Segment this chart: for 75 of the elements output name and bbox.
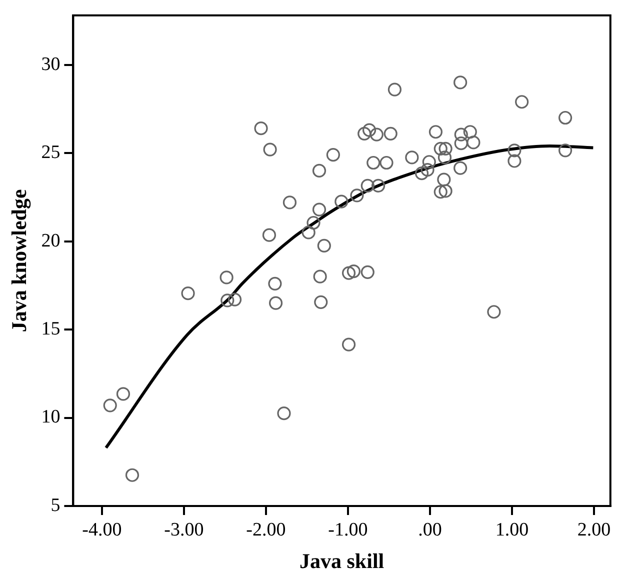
point [454, 128, 468, 142]
point [420, 163, 434, 177]
x-tick-label: -4.00 [82, 519, 122, 540]
x-tick-label: .00 [418, 519, 442, 540]
point [228, 292, 242, 306]
point [263, 142, 277, 156]
point [438, 184, 452, 198]
point [350, 188, 364, 202]
point [558, 110, 572, 125]
y-tick-label: 30 [41, 54, 60, 75]
y-tick-label: 15 [41, 318, 60, 340]
point [371, 178, 386, 192]
point [422, 155, 436, 169]
point [366, 156, 380, 170]
point [302, 226, 316, 240]
point [220, 270, 234, 284]
point [370, 128, 384, 142]
point [515, 95, 529, 109]
point [116, 387, 130, 401]
point [428, 125, 443, 139]
point [463, 125, 477, 139]
point [268, 296, 283, 310]
point [181, 286, 195, 300]
point [434, 142, 448, 156]
point [334, 194, 348, 208]
point [434, 185, 448, 199]
point [438, 150, 452, 164]
point [508, 154, 522, 168]
point [342, 338, 356, 352]
point [317, 238, 331, 252]
point [454, 76, 468, 90]
point [326, 148, 340, 162]
point [454, 136, 468, 150]
point [313, 270, 327, 284]
point [346, 264, 360, 278]
point [454, 161, 468, 175]
point [282, 196, 297, 210]
point [268, 276, 282, 290]
point [437, 172, 451, 186]
point [362, 123, 376, 137]
point [358, 126, 372, 140]
x-tick-label: 1.00 [495, 519, 529, 540]
y-tick-label: 5 [50, 494, 60, 516]
point [312, 202, 326, 216]
y-axis-title: Java knowledge [7, 189, 32, 332]
y-tick-label: 10 [41, 406, 60, 428]
x-tick-label: -2.00 [246, 519, 286, 540]
point [487, 305, 501, 319]
x-tick-label: 2.00 [577, 519, 611, 540]
point [125, 468, 140, 482]
point [342, 266, 356, 280]
point [466, 136, 480, 150]
point [438, 142, 452, 156]
point [558, 144, 572, 158]
point [254, 122, 268, 136]
x-axis-title: Java skill [299, 548, 384, 573]
y-tick-label: 20 [41, 230, 60, 252]
point [380, 156, 394, 170]
point [312, 164, 326, 178]
x-tick-label: -1.00 [328, 519, 368, 540]
point [306, 216, 320, 230]
point [414, 166, 429, 180]
point [103, 398, 117, 412]
point [360, 178, 374, 192]
point [360, 265, 374, 279]
point [388, 82, 402, 96]
y-tick-label: 25 [41, 142, 60, 164]
point [314, 295, 328, 309]
point [508, 144, 522, 158]
point [220, 294, 234, 308]
point [405, 150, 419, 164]
point [277, 406, 291, 420]
x-tick-label: -3.00 [164, 519, 204, 540]
point [262, 228, 276, 242]
point [384, 126, 398, 140]
